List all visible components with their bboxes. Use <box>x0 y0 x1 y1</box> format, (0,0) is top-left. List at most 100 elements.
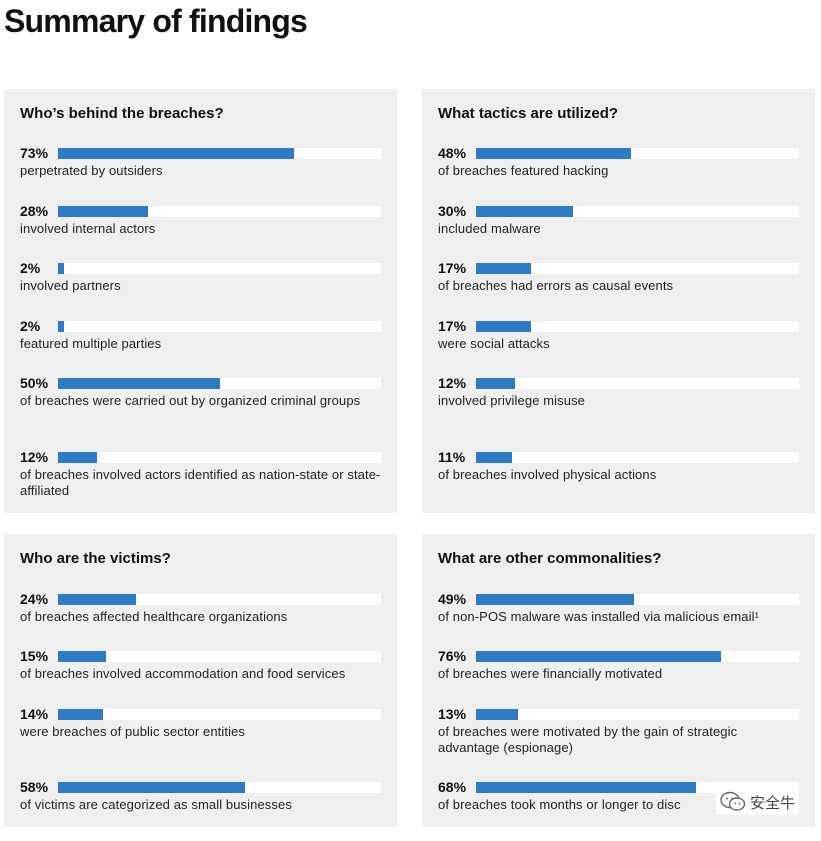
stat-item: 2% involved partners <box>20 260 381 294</box>
bar-fill <box>476 378 515 389</box>
bar-fill <box>58 782 246 793</box>
bar-track <box>58 206 381 217</box>
bar-fill <box>58 594 136 605</box>
bar-track <box>476 452 799 463</box>
panel-heading: What are other commonalities? <box>438 550 662 567</box>
panel-heading: Who are the victims? <box>20 550 171 567</box>
bar-track <box>58 148 381 159</box>
bar-track <box>58 378 381 389</box>
stat-item: 28% involved internal actors <box>20 203 381 237</box>
stat-description: perpetrated by outsiders <box>20 163 163 178</box>
panel-victims: Who are the victims? 24% of breaches aff… <box>4 534 397 827</box>
bar-track <box>58 651 381 662</box>
bar-fill <box>58 206 149 217</box>
stat-percent: 12% <box>438 375 467 391</box>
bar-fill <box>476 263 531 274</box>
stat-description: of breaches had errors as causal events <box>438 278 674 293</box>
stat-item: 73% perpetrated by outsiders <box>20 145 381 179</box>
bar-track <box>476 263 799 274</box>
stat-item: 48% of breaches featured hacking <box>438 145 799 179</box>
stat-item: 13% of breaches were motivated by the ga… <box>438 706 799 756</box>
stat-description: were breaches of public sector entities <box>20 724 246 739</box>
stat-item: 49% of non-POS malware was installed via… <box>438 591 799 625</box>
stat-percent: 58% <box>20 779 49 795</box>
stat-percent: 2% <box>20 260 41 276</box>
bar-track <box>476 321 799 332</box>
stat-description: of non-POS malware was installed via mal… <box>438 609 760 624</box>
stat-description: of breaches were financially motivated <box>438 666 663 681</box>
stat-percent: 14% <box>20 706 49 722</box>
stat-item: 58% of victims are categorized as small … <box>20 779 381 813</box>
watermark-text: 安全牛 <box>749 794 795 812</box>
stat-item: 76% of breaches were financially motivat… <box>438 648 799 682</box>
stat-item: 17% were social attacks <box>438 318 799 352</box>
stat-percent: 13% <box>438 706 467 722</box>
stat-description: featured multiple parties <box>20 336 162 351</box>
stat-description: included malware <box>438 221 541 236</box>
bar-track <box>476 709 799 720</box>
panel-commonalities: What are other commonalities? 49% of non… <box>422 534 815 827</box>
stat-description: involved partners <box>20 278 121 293</box>
stat-item: 68% of breaches took months or longer to… <box>438 779 799 813</box>
bar-fill <box>476 709 518 720</box>
stat-item: 12% involved privilege misuse <box>438 375 799 409</box>
stat-item: 30% included malware <box>438 203 799 237</box>
panel-heading: Who’s behind the breaches? <box>20 105 224 122</box>
bar-fill <box>58 148 294 159</box>
stat-item: 11% of breaches involved physical action… <box>438 449 799 483</box>
stat-percent: 17% <box>438 260 467 276</box>
stat-description: were social attacks <box>438 336 550 351</box>
stat-item: 14% were breaches of public sector entit… <box>20 706 381 740</box>
bar-track <box>476 651 799 662</box>
stat-description: of breaches took months or longer to dis… <box>438 797 681 812</box>
stat-percent: 17% <box>438 318 467 334</box>
bar-fill <box>476 148 632 159</box>
bar-track <box>58 263 381 274</box>
bar-track <box>58 594 381 605</box>
stat-percent: 12% <box>20 449 49 465</box>
bar-fill <box>476 321 531 332</box>
stat-description: of breaches were motivated by the gain o… <box>438 724 738 755</box>
bar-fill <box>58 709 104 720</box>
stat-percent: 15% <box>20 648 49 664</box>
stat-percent: 24% <box>20 591 49 607</box>
bar-fill <box>476 206 573 217</box>
stat-item: 50% of breaches were carried out by orga… <box>20 375 381 409</box>
bar-fill <box>58 452 97 463</box>
panel-actors: Who’s behind the breaches? 73% perpetrat… <box>4 89 397 513</box>
panel-tactics: What tactics are utilized? 48% of breach… <box>422 89 815 513</box>
stat-description: involved privilege misuse <box>438 393 586 408</box>
bar-track <box>476 206 799 217</box>
bar-track <box>476 782 799 793</box>
stat-item: 15% of breaches involved accommodation a… <box>20 648 381 682</box>
bar-fill <box>58 321 65 332</box>
bar-fill <box>476 651 722 662</box>
stat-percent: 48% <box>438 145 467 161</box>
stat-description: of breaches involved accommodation and f… <box>20 666 346 681</box>
bar-track <box>58 782 381 793</box>
stat-item: 24% of breaches affected healthcare orga… <box>20 591 381 625</box>
bar-track <box>476 148 799 159</box>
bar-fill <box>58 651 107 662</box>
stat-item: 17% of breaches had errors as causal eve… <box>438 260 799 294</box>
stat-percent: 49% <box>438 591 467 607</box>
bar-track <box>476 378 799 389</box>
stat-percent: 30% <box>438 203 467 219</box>
stat-description: of breaches were carried out by organize… <box>20 393 361 408</box>
stat-item: 12% of breaches involved actors identifi… <box>20 449 381 499</box>
stat-description: involved internal actors <box>20 221 156 236</box>
wechat-icon <box>720 791 746 811</box>
bar-fill <box>476 782 696 793</box>
stat-description: of breaches affected healthcare organiza… <box>20 609 288 624</box>
stat-percent: 50% <box>20 375 49 391</box>
panel-heading: What tactics are utilized? <box>438 105 619 122</box>
bar-fill <box>476 452 512 463</box>
bar-track <box>58 452 381 463</box>
stat-description: of victims are categorized as small busi… <box>20 797 292 812</box>
stat-description: of breaches involved actors identified a… <box>20 467 381 498</box>
watermark: 安全牛 <box>715 789 799 815</box>
stat-percent: 11% <box>438 449 466 465</box>
stat-description: of breaches involved physical actions <box>438 467 657 482</box>
stat-percent: 76% <box>438 648 467 664</box>
stat-percent: 2% <box>20 318 41 334</box>
